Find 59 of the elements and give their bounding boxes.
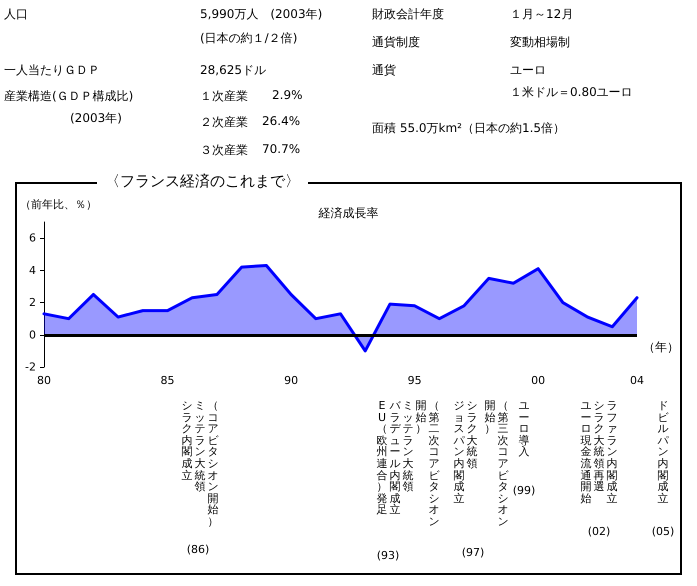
text: ２次産業: [200, 114, 248, 131]
text: 26.4%: [262, 114, 300, 128]
text: ラファラン内閣成立: [606, 399, 618, 505]
text: ３次産業: [200, 142, 248, 159]
y-tick-label: 0: [29, 328, 36, 342]
text: 面積 55.0万km²（日本の約1.5倍）: [372, 120, 566, 137]
text: ユーロ: [510, 62, 546, 79]
text: 28,625ドル: [200, 62, 266, 79]
y-tick-label: 2: [29, 296, 36, 310]
text: ミッテラン大統領: [402, 399, 414, 494]
text: １次産業: [200, 88, 248, 105]
x-tick-label: 95: [408, 374, 422, 387]
text: ドビルパン内閣成立: [658, 399, 668, 505]
x-tick-label: 90: [284, 374, 298, 387]
text: (05): [650, 525, 676, 538]
text: ジョスパン内閣成立: [454, 399, 464, 505]
text: 変動相場制: [510, 34, 570, 51]
text: ユーロ現金流通開始: [580, 399, 592, 505]
text: 一人当たりＧＤＰ: [4, 62, 100, 79]
y-axis-title: （前年比、％）: [20, 198, 97, 211]
x-tick-label: 00: [531, 374, 546, 387]
text: 人口: [4, 6, 28, 23]
text: (2003年): [70, 110, 122, 127]
text: (93): [376, 549, 400, 562]
y-tick-label: 4: [29, 264, 36, 277]
text: シラク大統領再選: [593, 399, 605, 494]
text: バラデュール内閣成立: [390, 399, 400, 516]
chart-title: 〈フランス経済のこれまで〉: [97, 172, 308, 191]
text: （第三次コアビタシオン: [498, 399, 508, 528]
x-tick-label: 04: [630, 374, 644, 387]
text: 5,990万人 (2003年): [200, 6, 322, 23]
text: 2.9%: [272, 88, 302, 102]
text: (99): [512, 484, 536, 497]
text: シラク内閣成立: [181, 399, 193, 482]
text: １月～12月: [510, 6, 574, 23]
text: (97): [460, 546, 486, 559]
text: 通貨: [372, 62, 396, 79]
text: 70.7%: [262, 142, 300, 156]
text: １米ドル＝0.80ユーロ: [510, 84, 633, 101]
x-axis-title: （年）: [643, 340, 679, 354]
chart-subtitle: 経済成長率: [318, 206, 378, 220]
text: （第二次コアビタシオン: [428, 399, 440, 528]
text: 開始）: [484, 399, 496, 436]
x-tick-label: 85: [160, 374, 175, 387]
text: (02): [586, 525, 612, 538]
y-tick-label: -2: [25, 360, 36, 374]
text: 財政会計年度: [372, 6, 444, 23]
text: (86): [186, 543, 210, 556]
text: 開始）: [415, 399, 427, 436]
text: ユーロ導入: [518, 399, 530, 458]
text: （コアビタシオン開始）: [208, 399, 218, 528]
text: ミッテラン大統領: [194, 399, 206, 494]
text: (日本の約１/２倍): [200, 30, 298, 47]
text: 産業構造(ＧＤＰ構成比): [4, 88, 134, 105]
text: シラク大統領: [466, 399, 478, 470]
x-tick-label: 80: [37, 374, 51, 387]
y-tick-label: 6: [29, 232, 36, 245]
text: 通貨制度: [372, 34, 420, 51]
text: EU（欧州連合）発足: [376, 399, 388, 516]
